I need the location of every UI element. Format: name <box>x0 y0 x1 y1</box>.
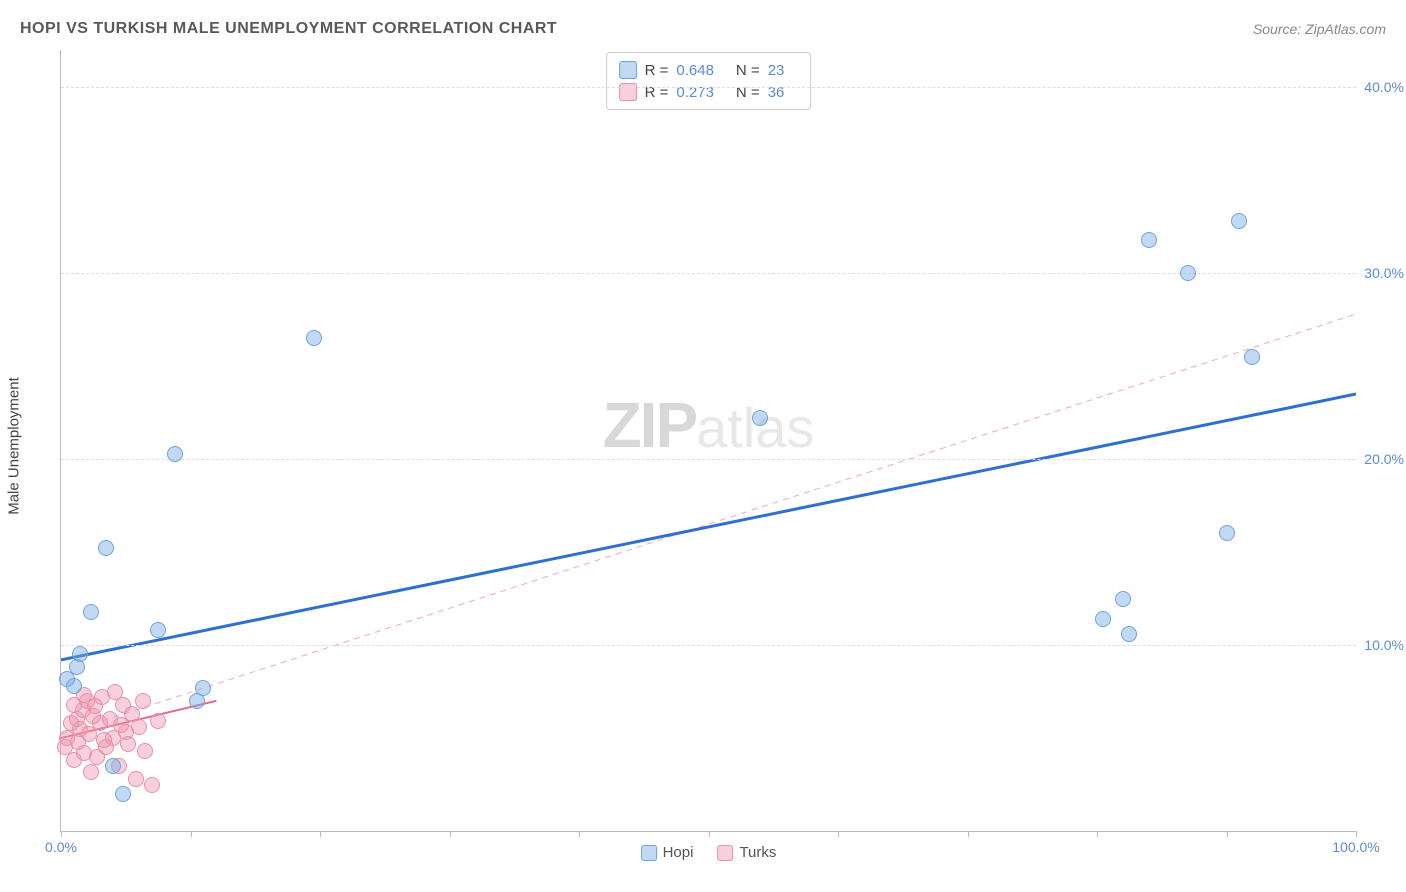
scatter-point-hopi <box>306 330 322 346</box>
scatter-point-hopi <box>72 646 88 662</box>
x-tick <box>61 831 62 837</box>
scatter-point-hopi <box>195 680 211 696</box>
scatter-point-turks <box>137 743 153 759</box>
scatter-point-turks <box>120 736 136 752</box>
regression-lines <box>61 50 1356 831</box>
legend-series: Hopi Turks <box>641 844 777 861</box>
r-value: 0.648 <box>676 62 714 79</box>
legend-swatch-hopi <box>641 845 657 861</box>
scatter-point-hopi <box>1115 591 1131 607</box>
scatter-point-hopi <box>1141 232 1157 248</box>
x-tick <box>838 831 839 837</box>
y-tick-label: 30.0% <box>1364 265 1404 281</box>
n-value: 23 <box>768 62 785 79</box>
legend-item: Hopi <box>641 844 694 861</box>
scatter-point-hopi <box>752 410 768 426</box>
scatter-point-hopi <box>1244 349 1260 365</box>
legend-swatch-hopi <box>619 61 637 79</box>
x-tick-label: 100.0% <box>1332 839 1379 855</box>
scatter-point-turks <box>135 693 151 709</box>
scatter-point-hopi <box>1180 265 1196 281</box>
x-tick <box>1356 831 1357 837</box>
scatter-point-hopi <box>83 604 99 620</box>
chart-plot-area: ZIPatlas R = 0.648 N = 23 R = 0.273 N = … <box>60 50 1356 832</box>
x-tick <box>1097 831 1098 837</box>
scatter-point-hopi <box>1219 525 1235 541</box>
r-label: R = <box>645 84 669 101</box>
legend-item-label: Turks <box>739 844 776 861</box>
watermark-atlas: atlas <box>696 396 814 459</box>
scatter-point-hopi <box>167 446 183 462</box>
chart-title: HOPI VS TURKISH MALE UNEMPLOYMENT CORREL… <box>20 20 557 38</box>
scatter-point-turks <box>96 732 112 748</box>
scatter-point-turks <box>83 764 99 780</box>
n-label: N = <box>736 62 760 79</box>
legend-item-label: Hopi <box>663 844 694 861</box>
scatter-point-hopi <box>150 622 166 638</box>
legend-row: R = 0.648 N = 23 <box>619 59 799 81</box>
header: HOPI VS TURKISH MALE UNEMPLOYMENT CORREL… <box>20 20 1386 38</box>
gridline <box>61 645 1356 646</box>
legend-swatch-turks <box>717 845 733 861</box>
scatter-point-turks <box>144 777 160 793</box>
y-tick-label: 20.0% <box>1364 451 1404 467</box>
x-tick <box>450 831 451 837</box>
x-tick <box>579 831 580 837</box>
x-tick <box>709 831 710 837</box>
r-label: R = <box>645 62 669 79</box>
x-tick <box>191 831 192 837</box>
legend-swatch-turks <box>619 83 637 101</box>
y-axis-label: Male Unemployment <box>6 377 23 515</box>
source-label: Source: ZipAtlas.com <box>1253 21 1386 37</box>
gridline <box>61 87 1356 88</box>
legend-correlation: R = 0.648 N = 23 R = 0.273 N = 36 <box>606 52 812 110</box>
y-tick-label: 10.0% <box>1364 637 1404 653</box>
scatter-point-turks <box>131 719 147 735</box>
n-value: 36 <box>768 84 785 101</box>
gridline <box>61 459 1356 460</box>
y-tick-label: 40.0% <box>1364 79 1404 95</box>
scatter-point-turks <box>128 771 144 787</box>
watermark-zip: ZIP <box>603 389 697 461</box>
scatter-point-hopi <box>1095 611 1111 627</box>
x-tick-label: 0.0% <box>45 839 77 855</box>
legend-row: R = 0.273 N = 36 <box>619 81 799 103</box>
r-value: 0.273 <box>676 84 714 101</box>
n-label: N = <box>736 84 760 101</box>
scatter-point-turks <box>150 713 166 729</box>
x-tick <box>320 831 321 837</box>
x-tick <box>968 831 969 837</box>
scatter-point-hopi <box>115 786 131 802</box>
scatter-point-hopi <box>105 758 121 774</box>
watermark: ZIPatlas <box>603 388 815 462</box>
x-tick <box>1227 831 1228 837</box>
scatter-point-hopi <box>98 540 114 556</box>
scatter-point-hopi <box>1121 626 1137 642</box>
scatter-point-hopi <box>1231 213 1247 229</box>
scatter-point-hopi <box>66 678 82 694</box>
scatter-point-turks <box>87 698 103 714</box>
legend-item: Turks <box>717 844 776 861</box>
scatter-point-turks <box>113 717 129 733</box>
gridline <box>61 273 1356 274</box>
